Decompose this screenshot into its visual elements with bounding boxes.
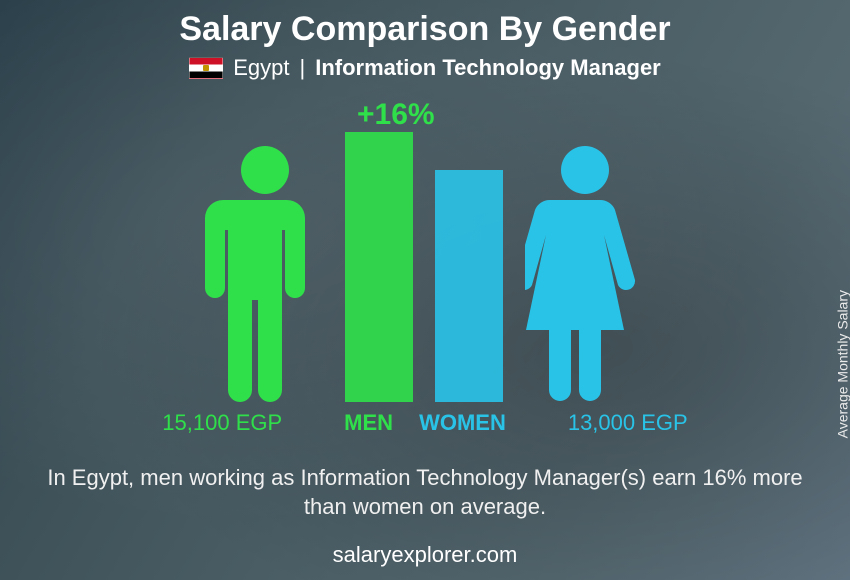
subtitle-row: Egypt | Information Technology Manager bbox=[0, 55, 850, 81]
separator: | bbox=[300, 55, 306, 81]
men-category-label: MEN bbox=[344, 410, 393, 436]
summary-text: In Egypt, men working as Information Tec… bbox=[40, 463, 810, 522]
y-axis-label: Average Monthly Salary bbox=[834, 290, 850, 438]
male-icon bbox=[205, 142, 325, 402]
bar-men bbox=[345, 132, 413, 402]
female-icon bbox=[525, 142, 645, 402]
bar-labels-row: 15,100 EGP MEN WOMEN 13,000 EGP bbox=[105, 410, 745, 436]
percent-diff-label: +16% bbox=[357, 98, 435, 132]
page-title: Salary Comparison By Gender bbox=[0, 0, 850, 49]
gender-salary-chart: +16% 15,100 EGP MEN W bbox=[105, 110, 745, 450]
country-label: Egypt bbox=[233, 55, 289, 81]
women-category-label: WOMEN bbox=[419, 410, 506, 436]
women-salary-value: 13,000 EGP bbox=[568, 410, 688, 436]
infographic-card: Salary Comparison By Gender Egypt | Info… bbox=[0, 0, 850, 580]
footer-source: salaryexplorer.com bbox=[0, 542, 850, 568]
bar-group bbox=[345, 132, 503, 402]
bar-women bbox=[435, 170, 503, 402]
egypt-flag-icon bbox=[189, 57, 223, 79]
job-title-label: Information Technology Manager bbox=[315, 55, 661, 81]
men-salary-value: 15,100 EGP bbox=[162, 410, 282, 436]
